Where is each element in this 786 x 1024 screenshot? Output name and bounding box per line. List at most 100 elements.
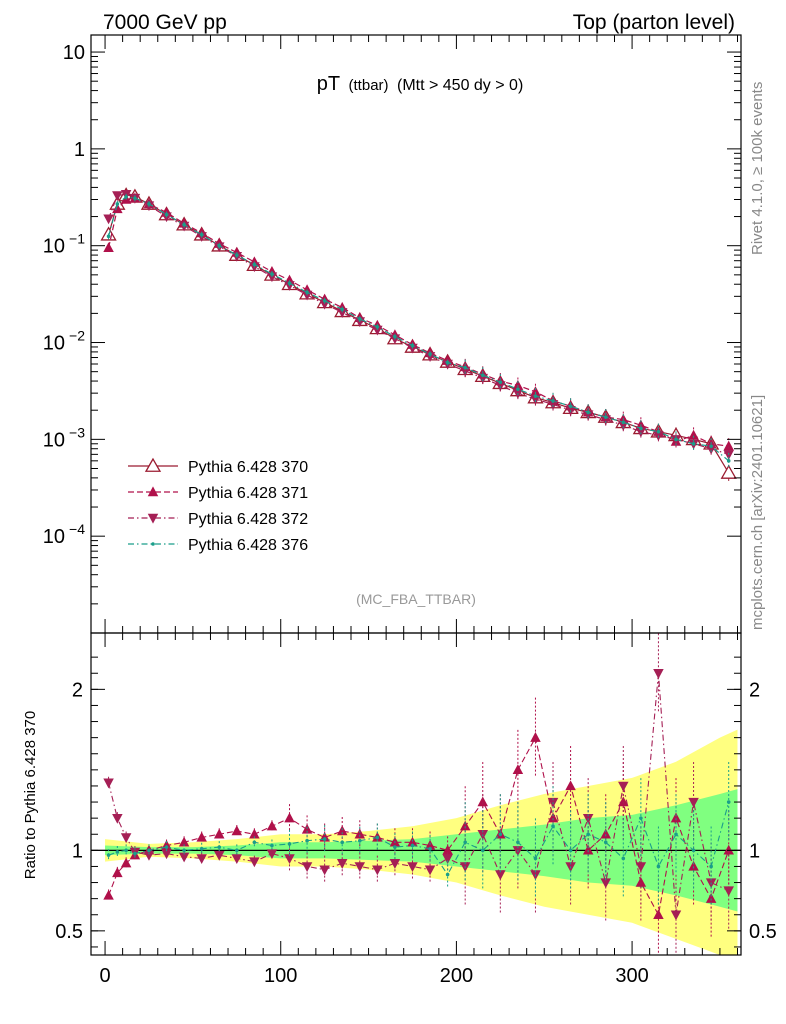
main-data-point [621, 420, 626, 425]
main-data-point [530, 386, 541, 396]
main-data-point [516, 387, 520, 391]
ratio-data-point [653, 909, 664, 919]
ratio-data-point [301, 823, 313, 834]
mcplots-site-label: mcplots.cern.ch [arXiv:2401.10621] [749, 395, 766, 630]
ratio-data-point [103, 778, 114, 789]
ratio-data-point [196, 831, 207, 842]
ratio-data-point [178, 852, 190, 863]
ratio-ylabel: Ratio to Pythia 6.428 370 [22, 711, 39, 879]
ratio-data-point [112, 867, 123, 878]
y-tick-label: 10 [63, 42, 85, 64]
ratio-data-point [586, 832, 590, 837]
x-tick-label: 0 [99, 965, 110, 987]
legend-marker [144, 457, 162, 472]
main-data-point [340, 307, 345, 312]
ratio-data-point [600, 828, 611, 839]
main-data-point [445, 360, 450, 365]
ratio-data-point [354, 828, 366, 839]
ratio-data-point [705, 893, 717, 903]
legend-marker [147, 486, 159, 497]
main-data-point [600, 415, 611, 426]
ratio-y-tick-label: 1 [72, 840, 83, 862]
main-data-point [287, 281, 292, 285]
main-data-point [688, 429, 699, 440]
main-data-point [428, 352, 432, 356]
ratio-data-point [551, 824, 555, 828]
ratio-data-point [495, 870, 506, 881]
ratio-data-point [249, 857, 260, 868]
main-data-point [270, 272, 274, 276]
ratio-data-point [653, 669, 664, 679]
ratio-data-point [213, 828, 225, 839]
main-data-point [512, 379, 524, 390]
ratio-data-point [547, 812, 559, 823]
y-tick-label: 1 [74, 139, 85, 161]
ratio-data-point [424, 865, 436, 876]
ratio-data-point [445, 872, 450, 877]
ratio-data-point [340, 840, 345, 845]
ratio-data-point [498, 832, 503, 837]
ratio-data-point [670, 910, 682, 921]
ratio-data-point [618, 796, 629, 807]
main-data-point [322, 298, 327, 303]
ratio-y-tick-label: 0.5 [55, 921, 83, 943]
ratio-data-point [354, 862, 366, 873]
ratio-data-point [670, 812, 682, 823]
ratio-data-point [235, 848, 239, 853]
ratio-data-point [301, 862, 313, 873]
main-data-point [372, 325, 383, 336]
legend-marker [147, 513, 159, 524]
ratio-data-point [410, 843, 415, 848]
main-data-point [639, 426, 643, 431]
ratio-data-point [266, 820, 278, 831]
ratio-data-point [568, 848, 573, 853]
y-tick-exponent: −2 [69, 328, 85, 344]
main-data-point [533, 394, 538, 398]
main-data-point [393, 334, 397, 339]
ratio-data-point [389, 859, 401, 869]
ratio-band-layer [91, 729, 741, 955]
ratio-data-point [635, 862, 647, 873]
ratio-data-point [164, 845, 169, 849]
ratio-plot-frame [90, 632, 742, 956]
main-data-point [530, 394, 541, 405]
ratio-data-point [533, 856, 538, 861]
main-data-point [106, 234, 111, 239]
ratio-data-point [322, 837, 327, 841]
ratio-data-point [530, 732, 541, 742]
ratio-data-point [621, 856, 626, 861]
ratio-data-point [287, 842, 292, 846]
ratio-data-point [407, 836, 418, 847]
ratio-data-point [106, 853, 111, 857]
ratio-data-point [459, 820, 471, 831]
main-data-point [551, 399, 555, 403]
ratio-data-point [688, 860, 699, 871]
main-data-point [252, 262, 257, 267]
legend-label: Pythia 6.428 376 [188, 537, 308, 554]
main-data-point [463, 365, 467, 370]
main-data-point [723, 450, 734, 460]
ratio-data-point [357, 838, 362, 843]
main-data-point [720, 464, 737, 479]
ratio-data-point [477, 796, 489, 807]
ratio-y-tick-label-right: 0.5 [749, 921, 777, 943]
y-tick-exponent: −1 [69, 231, 85, 247]
y-tick-exponent: −4 [69, 521, 85, 537]
y-tick-label: 10 [43, 526, 65, 548]
main-data-point [705, 444, 717, 455]
ratio-y-tick-label-right: 1 [749, 840, 760, 862]
x-tick-label: 300 [615, 965, 648, 987]
ratio-data-point [120, 833, 132, 844]
ratio-data-point [305, 838, 309, 843]
main-data-point [336, 308, 348, 318]
ratio-data-point [723, 844, 734, 855]
main-data-point [603, 415, 608, 419]
y-tick-label: 10 [43, 333, 65, 355]
ratio-data-point [656, 864, 661, 869]
header-right-label: Top (parton level) [573, 11, 735, 34]
main-data-point [164, 212, 169, 217]
ratio-data-point [115, 850, 120, 854]
main-data-point [674, 437, 678, 442]
ratio-data-point [319, 865, 330, 876]
